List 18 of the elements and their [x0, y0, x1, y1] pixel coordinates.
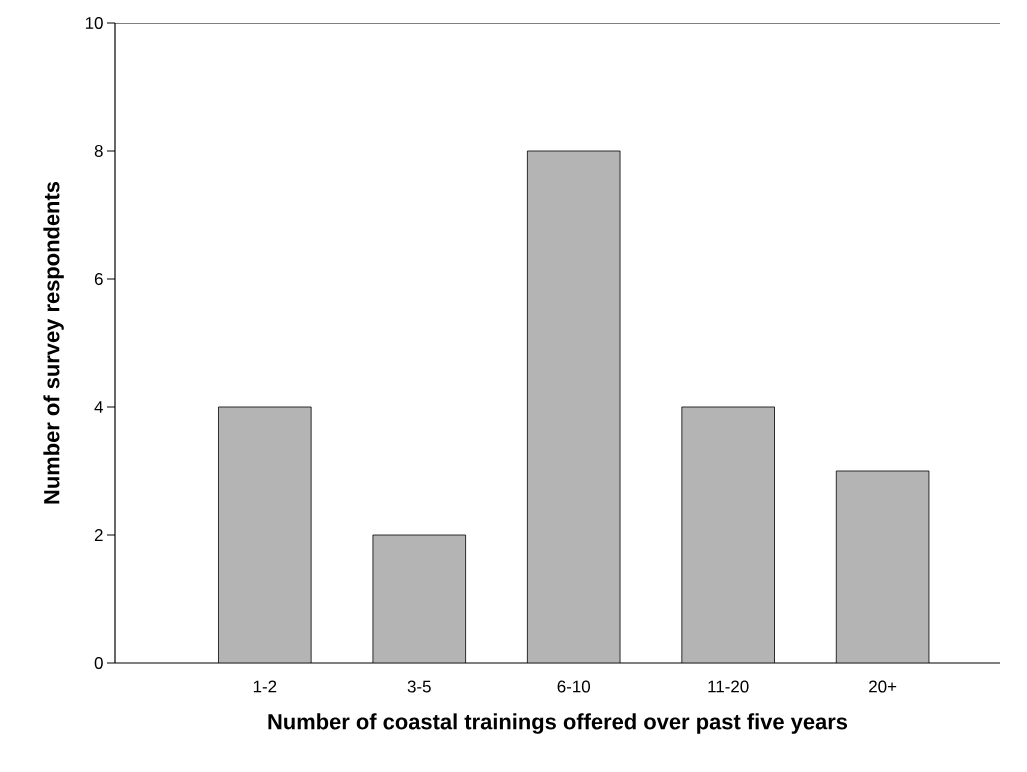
bar — [681, 407, 775, 663]
x-tick-label: 20+ — [869, 680, 897, 693]
x-tick-label: 3-5 — [407, 680, 431, 693]
y-tick-label: 8 — [94, 145, 103, 157]
x-axis-title: Number of coastal trainings offered over past five years — [268, 713, 848, 734]
bar — [372, 535, 466, 663]
y-axis-title: Number of survey respondents — [43, 181, 64, 504]
y-tick-label: 2 — [94, 529, 103, 541]
y-tick-label: 6 — [94, 273, 103, 285]
bar — [527, 150, 621, 663]
y-tick-label: 4 — [94, 401, 103, 413]
x-tick-label: 11-20 — [708, 680, 749, 693]
y-tick-label: 0 — [94, 657, 103, 669]
x-tick-label: 6-10 — [557, 680, 591, 693]
bar — [835, 470, 930, 663]
y-tick-label: 10 — [85, 16, 103, 29]
bar — [218, 407, 312, 663]
x-tick-label: 1-2 — [253, 680, 277, 693]
